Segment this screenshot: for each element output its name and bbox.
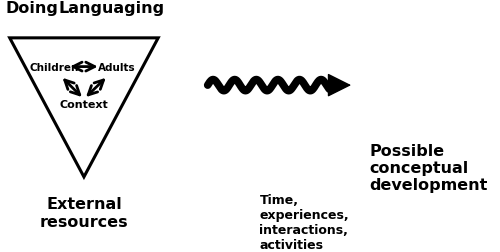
Text: Children: Children [29, 62, 78, 73]
Text: Possible
conceptual
development: Possible conceptual development [370, 144, 488, 193]
Text: Languaging: Languaging [59, 1, 165, 16]
Text: Time,
experiences,
interactions,
activities: Time, experiences, interactions, activit… [260, 194, 349, 251]
Text: Adults: Adults [98, 62, 136, 73]
Text: Doing: Doing [5, 1, 58, 16]
Text: Context: Context [60, 100, 108, 110]
Text: External
resources: External resources [40, 197, 128, 230]
